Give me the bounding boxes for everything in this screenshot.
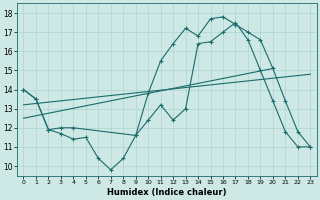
X-axis label: Humidex (Indice chaleur): Humidex (Indice chaleur) [107,188,227,197]
